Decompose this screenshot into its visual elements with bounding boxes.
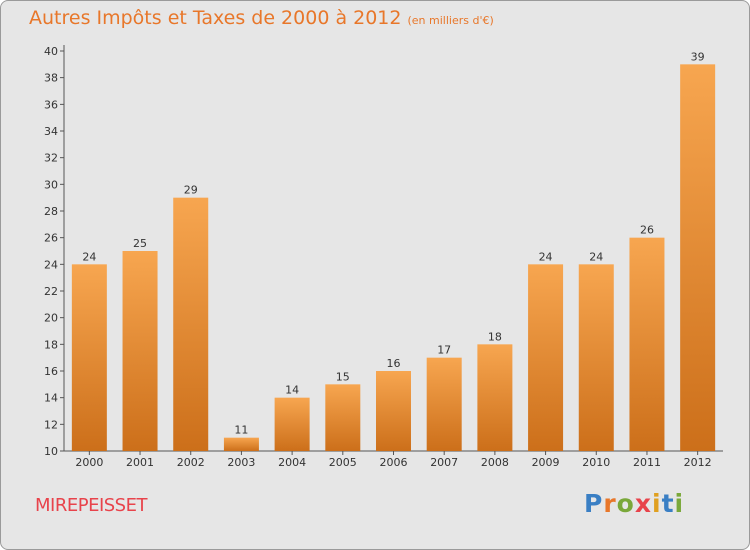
data-label-2011: 26 <box>640 224 654 237</box>
data-label-2007: 17 <box>437 344 451 357</box>
x-tick-label-2002: 2002 <box>177 456 205 469</box>
y-tick-label: 36 <box>44 98 58 111</box>
x-tick-label-2007: 2007 <box>430 456 458 469</box>
chart-title-main: Autres Impôts et Taxes de 2000 à 2012 <box>29 7 402 29</box>
bar-2002 <box>173 197 209 451</box>
x-tick-label-2008: 2008 <box>481 456 509 469</box>
data-label-2004: 14 <box>285 384 299 397</box>
data-label-2012: 39 <box>691 50 705 63</box>
x-tick-label-2010: 2010 <box>582 456 610 469</box>
bar-2001 <box>122 251 158 451</box>
x-tick-label-2006: 2006 <box>380 456 408 469</box>
data-label-2003: 11 <box>234 424 248 437</box>
bar-2010 <box>578 264 614 451</box>
x-tick-label-2001: 2001 <box>126 456 154 469</box>
y-tick-label: 20 <box>44 312 58 325</box>
x-tick-label-2004: 2004 <box>278 456 306 469</box>
bar-2009 <box>528 264 564 451</box>
y-tick-label: 26 <box>44 232 58 245</box>
bar-2004 <box>274 397 310 451</box>
x-tick-label-2011: 2011 <box>633 456 661 469</box>
y-tick-label: 38 <box>44 72 58 85</box>
y-tick-label: 28 <box>44 205 58 218</box>
data-label-2005: 15 <box>336 370 350 383</box>
y-tick-label: 34 <box>44 125 58 138</box>
y-tick-label: 24 <box>44 258 58 271</box>
y-tick-label: 32 <box>44 152 58 165</box>
x-tick-label-2005: 2005 <box>329 456 357 469</box>
data-label-2006: 16 <box>387 357 401 370</box>
x-tick-label-2000: 2000 <box>75 456 103 469</box>
bar-2005 <box>325 384 361 451</box>
place-name: MIREPEISSET <box>35 495 147 516</box>
y-tick-label: 10 <box>44 445 58 458</box>
y-tick-label: 40 <box>44 45 58 58</box>
x-tick-label-2003: 2003 <box>227 456 255 469</box>
y-tick-label: 12 <box>44 418 58 431</box>
data-label-2002: 29 <box>184 184 198 197</box>
y-tick-label: 22 <box>44 285 58 298</box>
y-tick-label: 30 <box>44 178 58 191</box>
y-tick-label: 18 <box>44 338 58 351</box>
x-tick-label-2012: 2012 <box>684 456 712 469</box>
chart-title: Autres Impôts et Taxes de 2000 à 2012 (en… <box>29 7 494 29</box>
bar-2003 <box>223 437 259 451</box>
bar-2007 <box>426 357 462 451</box>
data-label-2009: 24 <box>539 250 553 263</box>
data-label-2001: 25 <box>133 237 147 250</box>
proxiti-logo: Proxiti <box>584 489 685 518</box>
y-tick-label: 16 <box>44 365 58 378</box>
x-tick-label-2009: 2009 <box>532 456 560 469</box>
data-label-2010: 24 <box>589 250 603 263</box>
bar-2012 <box>680 64 716 452</box>
data-label-2008: 18 <box>488 330 502 343</box>
bar-2006 <box>376 371 411 451</box>
y-tick-label: 14 <box>44 392 58 405</box>
data-label-2000: 24 <box>82 250 96 263</box>
bar-2008 <box>477 344 513 451</box>
bar-2000 <box>71 264 107 451</box>
chart-title-unit: (en milliers d'€) <box>407 14 494 27</box>
bar-2011 <box>629 237 665 451</box>
